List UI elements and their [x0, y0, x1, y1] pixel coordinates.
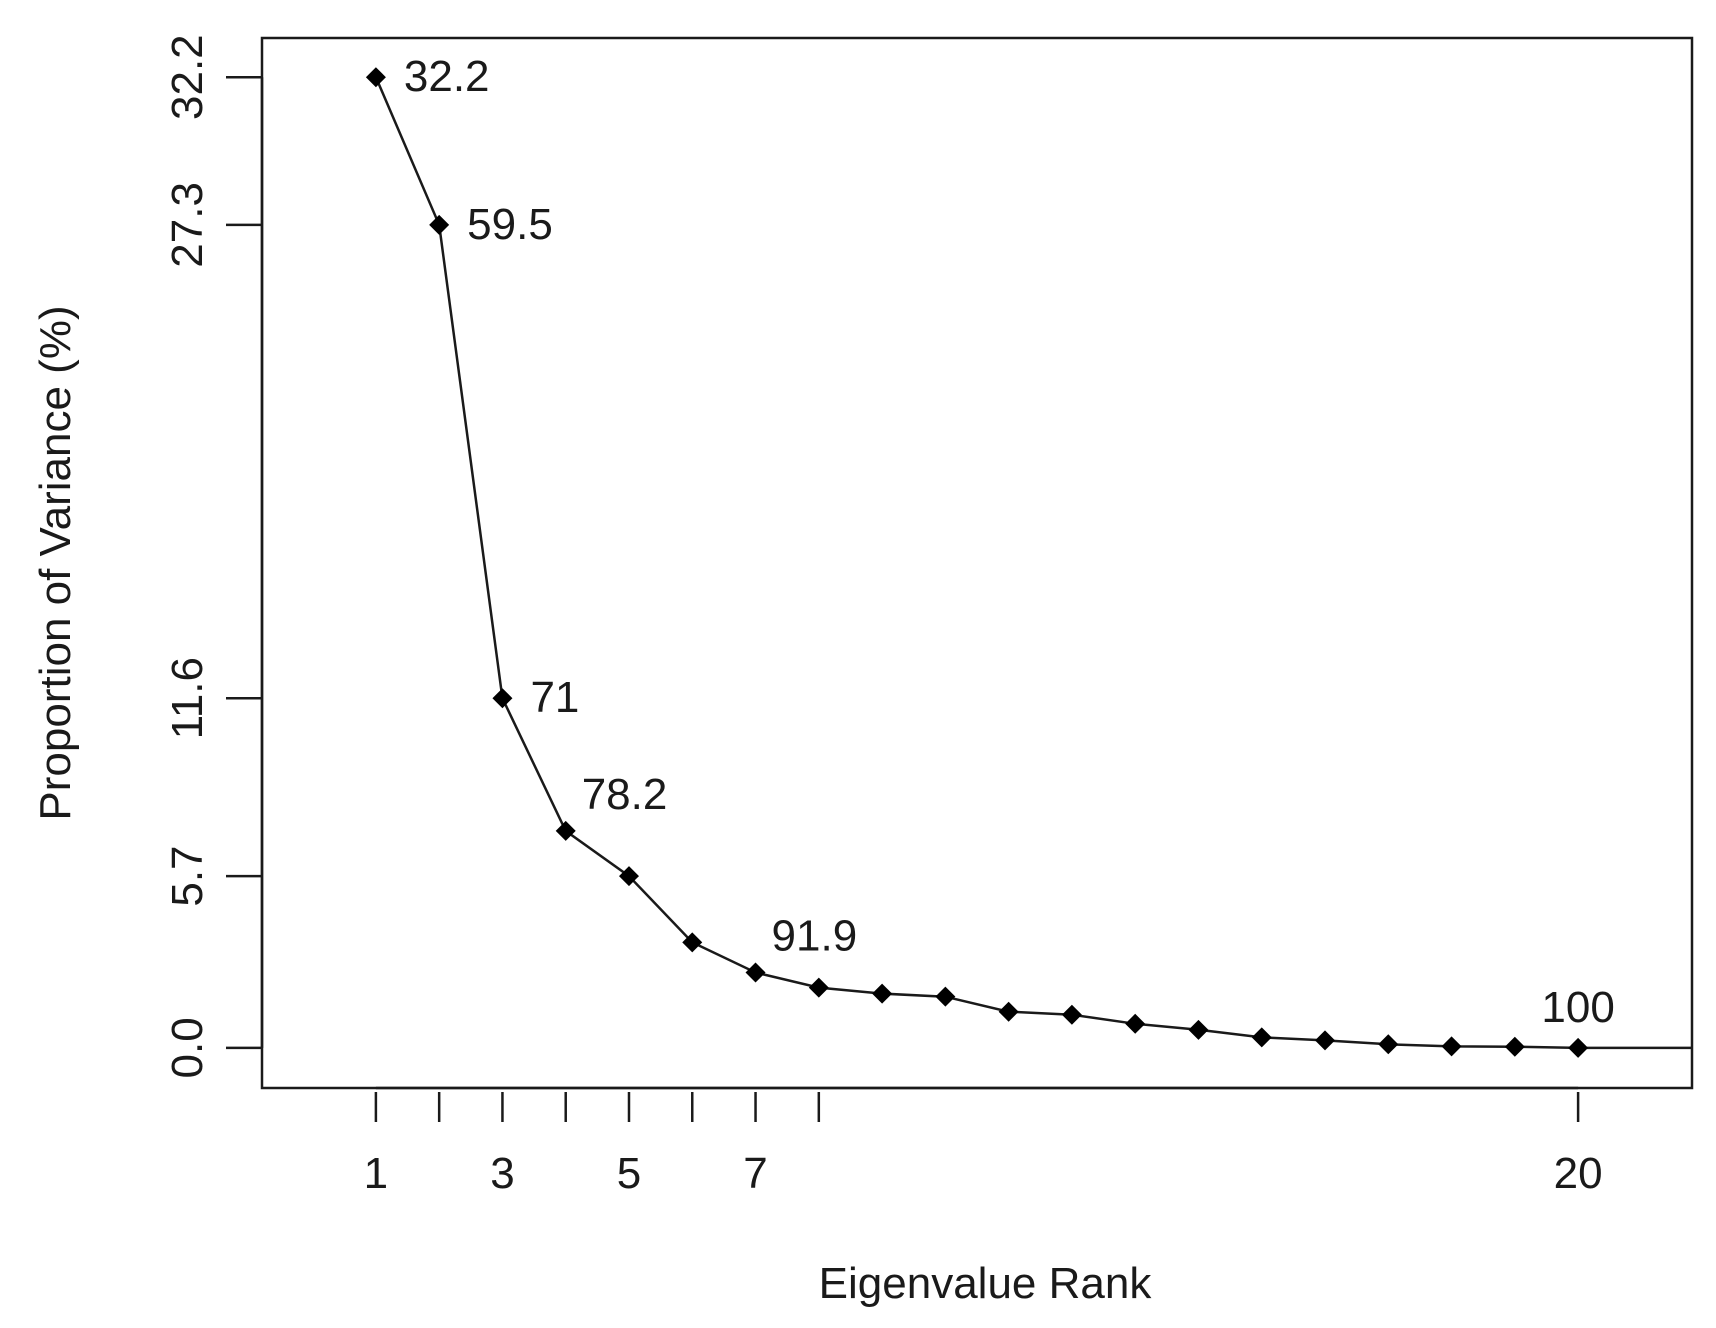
- data-point-3: [492, 688, 513, 709]
- data-point-9: [872, 983, 893, 1004]
- x-axis-title: Eigenvalue Rank: [819, 1259, 1153, 1308]
- data-point-14: [1188, 1019, 1209, 1040]
- plot-frame: [260, 36, 1694, 1090]
- marker-layer: [365, 67, 1589, 1058]
- x-tick-label-7: 7: [743, 1149, 767, 1198]
- data-point-11: [998, 1001, 1019, 1022]
- data-point-18: [1441, 1036, 1462, 1057]
- data-point-15: [1251, 1027, 1272, 1048]
- data-point-20: [1568, 1037, 1589, 1058]
- y-tick-label-4: 32.2: [163, 34, 212, 120]
- data-label-2: 59.5: [467, 200, 553, 249]
- data-label-20: 100: [1541, 983, 1614, 1032]
- data-label-3: 71: [530, 673, 579, 722]
- data-point-16: [1315, 1030, 1336, 1051]
- data-label-4: 78.2: [582, 770, 668, 819]
- data-point-13: [1125, 1013, 1146, 1034]
- series-line-0: [374, 76, 1579, 1050]
- data-point-6: [682, 932, 703, 953]
- data-label-7: 91.9: [772, 912, 858, 961]
- series-layer: [374, 76, 1579, 1050]
- y-axis: 0.0 5.7 11.6 27.3 32.2: [163, 34, 264, 1078]
- data-point-10: [935, 986, 956, 1007]
- x-tick-label-3: 3: [490, 1149, 514, 1198]
- y-tick-label-1: 5.7: [163, 845, 212, 906]
- data-point-12: [1061, 1004, 1082, 1025]
- data-point-19: [1504, 1036, 1525, 1057]
- data-point-8: [808, 977, 829, 998]
- y-axis-title: Proportion of Variance (%): [31, 305, 80, 820]
- x-tick-label-5: 5: [617, 1149, 641, 1198]
- data-point-17: [1378, 1034, 1399, 1055]
- data-point-5: [618, 866, 639, 887]
- data-point-1: [365, 67, 386, 88]
- x-tick-label-20: 20: [1554, 1149, 1603, 1198]
- y-tick-label-0: 0.0: [163, 1017, 212, 1078]
- x-tick-label-1: 1: [364, 1149, 388, 1198]
- x-axis: 1 3 5 7 20: [364, 1086, 1603, 1198]
- data-point-2: [429, 214, 450, 235]
- data-label-1: 32.2: [404, 52, 490, 101]
- data-point-7: [745, 962, 766, 983]
- y-tick-label-3: 27.3: [163, 182, 212, 268]
- y-tick-label-2: 11.6: [163, 657, 212, 739]
- data-point-4: [555, 820, 576, 841]
